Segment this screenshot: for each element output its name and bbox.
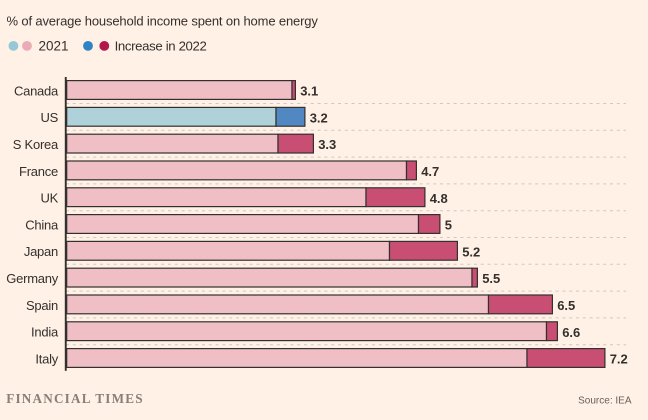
svg-text:3.2: 3.2 (310, 110, 328, 125)
svg-text:FINANCIAL TIMES: FINANCIAL TIMES (6, 391, 144, 406)
svg-text:6.6: 6.6 (562, 325, 580, 340)
svg-text:Canada: Canada (14, 83, 59, 98)
svg-text:Germany: Germany (6, 271, 58, 286)
svg-text:6.5: 6.5 (557, 298, 575, 313)
svg-text:3.3: 3.3 (318, 137, 336, 152)
svg-text:Italy: Italy (35, 351, 58, 366)
svg-text:Japan: Japan (24, 244, 58, 259)
svg-text:4.8: 4.8 (430, 191, 448, 206)
svg-text:S Korea: S Korea (13, 137, 59, 152)
svg-text:% of average household income: % of average household income spent on h… (7, 14, 319, 29)
svg-text:India: India (31, 325, 59, 340)
svg-text:Spain: Spain (26, 298, 58, 313)
svg-text:UK: UK (40, 191, 58, 206)
svg-text:5.5: 5.5 (482, 271, 500, 286)
svg-text:France: France (19, 164, 58, 179)
svg-text:5: 5 (445, 218, 452, 233)
svg-text:2021: 2021 (39, 39, 69, 54)
svg-text:7.2: 7.2 (610, 352, 628, 367)
svg-text:3.1: 3.1 (300, 84, 318, 99)
svg-text:4.7: 4.7 (421, 164, 439, 179)
svg-text:China: China (25, 217, 59, 232)
svg-text:Increase in 2022: Increase in 2022 (115, 39, 207, 54)
svg-text:US: US (40, 110, 58, 125)
svg-text:Source: IEA: Source: IEA (578, 395, 632, 406)
svg-text:5.2: 5.2 (462, 244, 480, 259)
